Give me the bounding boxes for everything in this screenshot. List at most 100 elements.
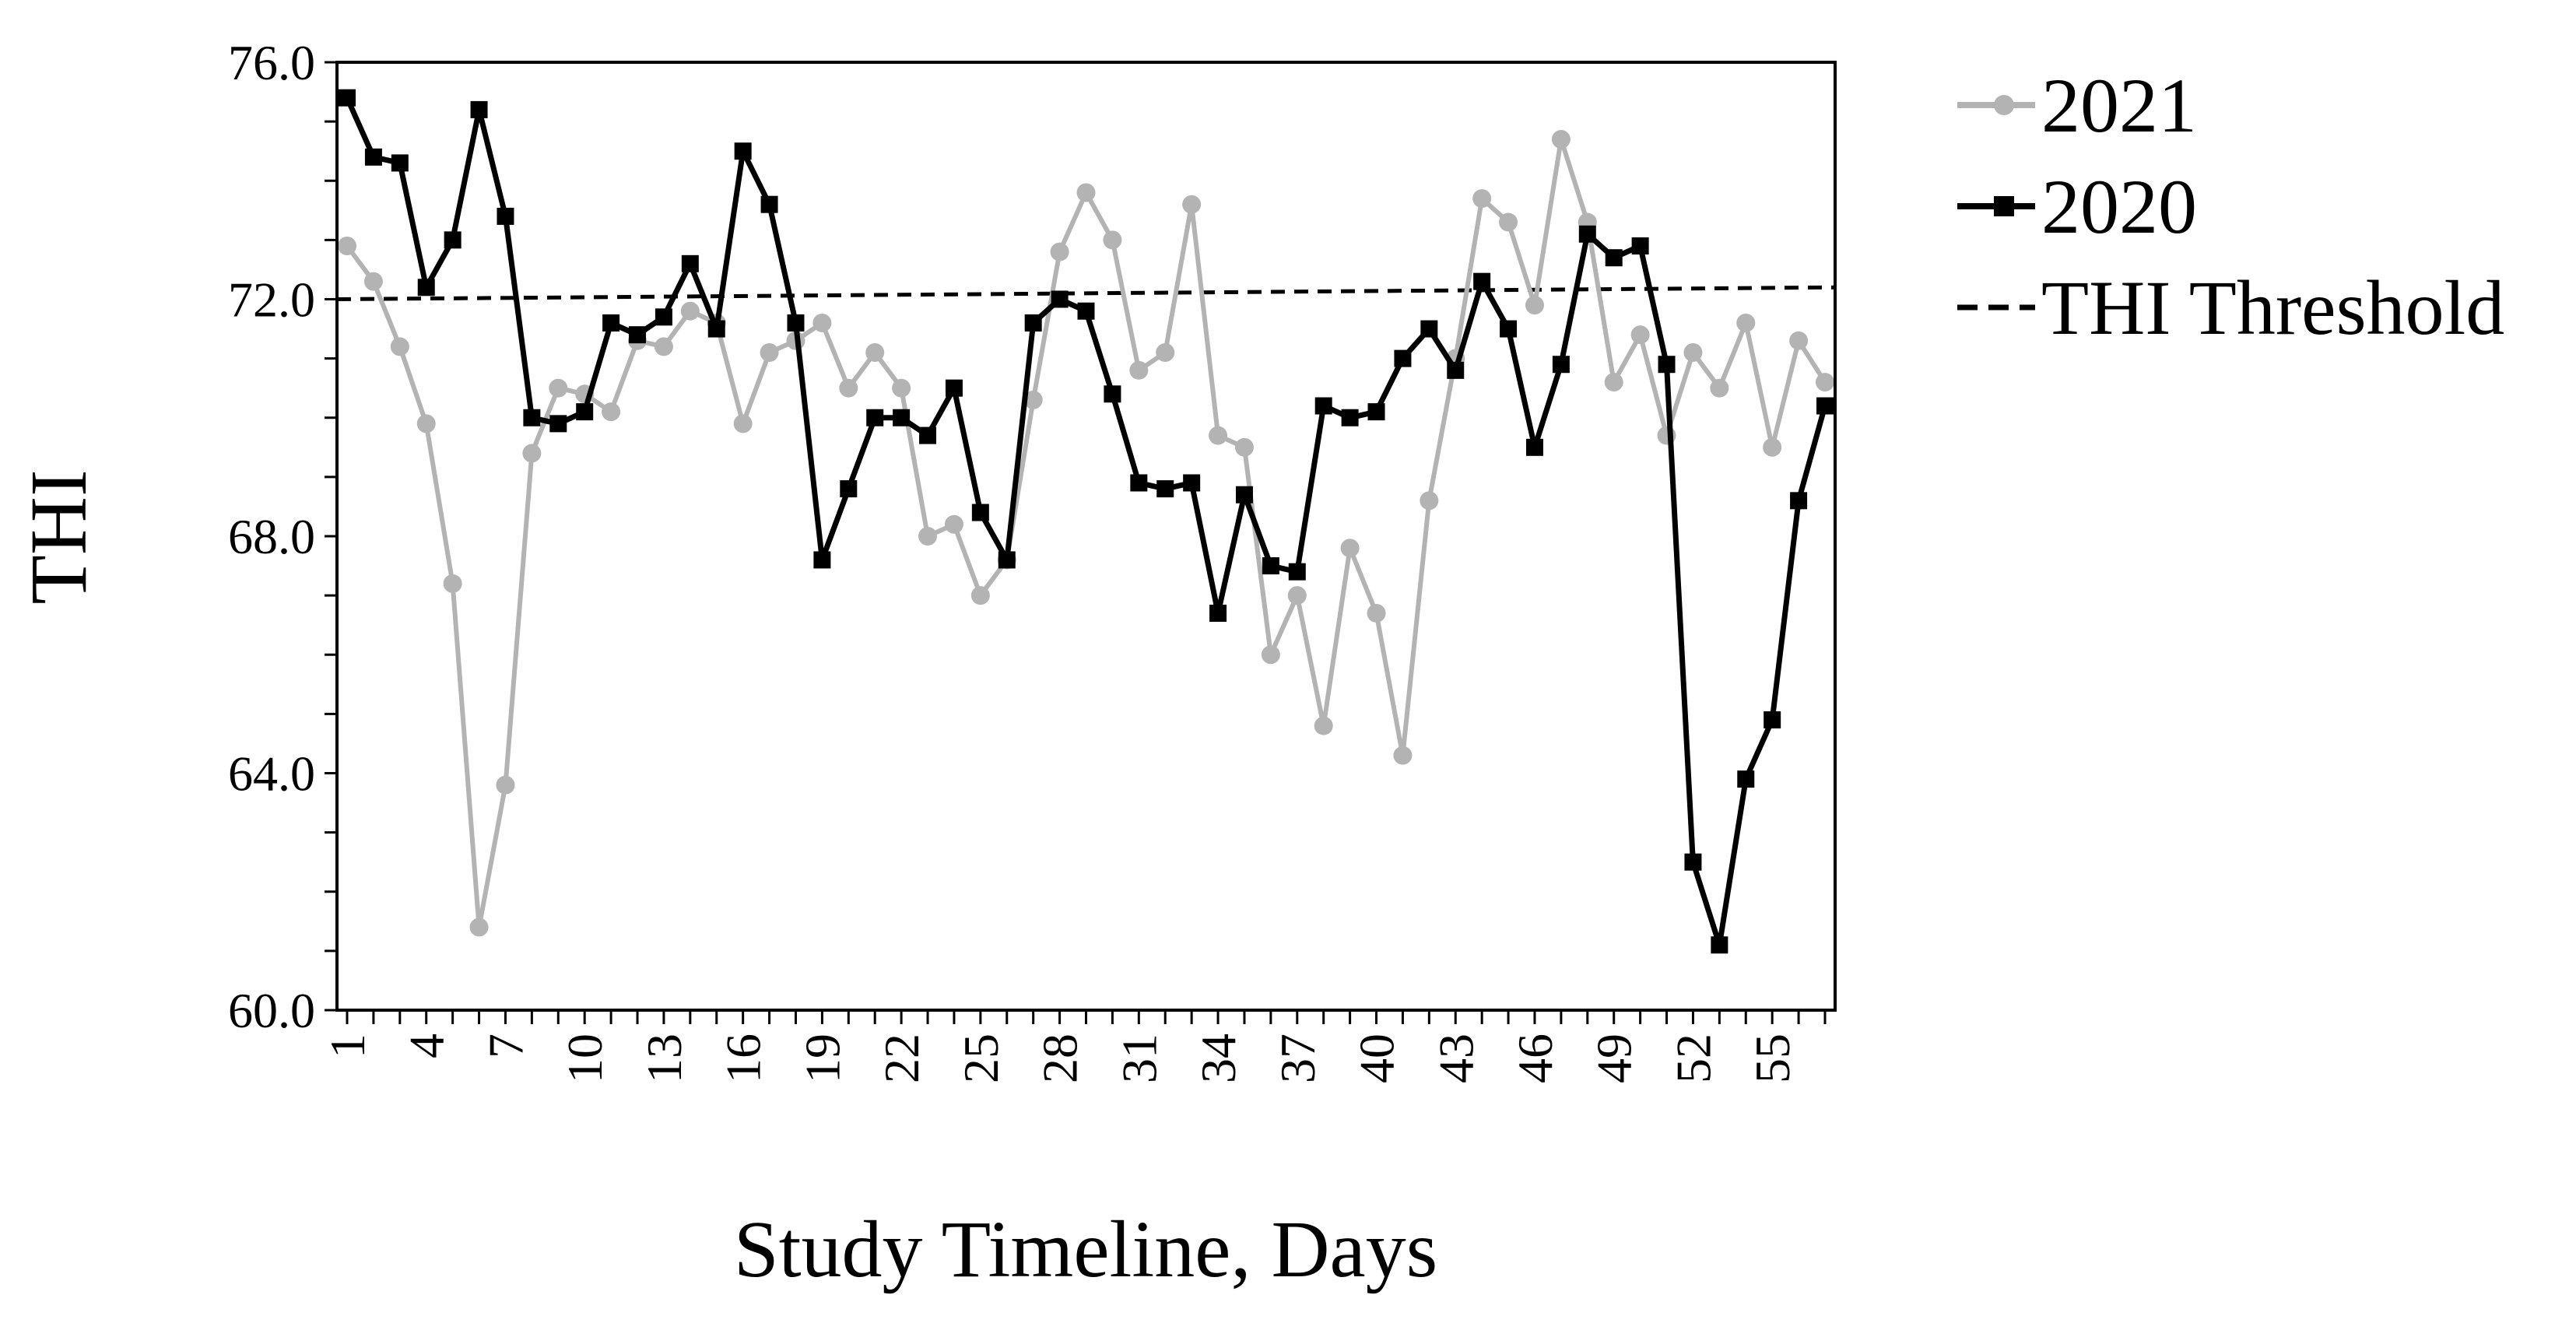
y-tick-label: 76.0 (228, 35, 315, 90)
series-2020-point (1500, 320, 1518, 338)
series-2021-point (918, 527, 938, 546)
series-2020-point (1790, 492, 1808, 510)
series-2020-point (787, 314, 805, 332)
series-2020-point (813, 551, 831, 569)
legend-label: 2020 (2041, 163, 2197, 250)
y-axis-title: THI (14, 469, 104, 604)
legend-entry-threshold: THI Threshold (1957, 265, 2504, 351)
series-2020-point (1631, 237, 1649, 254)
y-tick-label: 64.0 (228, 746, 315, 802)
series-2020-point (470, 100, 488, 118)
series-2021-point (1604, 373, 1623, 392)
series-2021-point (338, 236, 356, 255)
series-2021-point (733, 414, 753, 433)
series-2020-point (339, 89, 356, 107)
x-tick-label: 16 (716, 1033, 771, 1083)
series-2020-point (1473, 272, 1491, 290)
x-tick-label: 4 (399, 1033, 454, 1058)
series-2021-point (1763, 437, 1782, 457)
series-2020-point (497, 207, 514, 225)
series-2020-point (1367, 403, 1385, 421)
series-2021-point (363, 272, 383, 291)
series-2020-point (1578, 225, 1596, 243)
x-tick-label: 52 (1665, 1033, 1721, 1083)
x-tick-label: 22 (874, 1033, 929, 1083)
plot-frame (335, 61, 1837, 1012)
series-2020-point (1525, 438, 1543, 456)
series-2020-point (655, 308, 672, 326)
series-2021-point (944, 514, 963, 534)
series-2020-point (1394, 349, 1412, 367)
x-tick-label: 25 (953, 1033, 1009, 1083)
threshold-layer (336, 285, 1836, 301)
series-2020-point (1235, 486, 1253, 504)
legend-marker (1994, 95, 2014, 115)
series-2020-point (1209, 604, 1227, 622)
series-2020-line (344, 97, 1828, 948)
x-tick-label: 46 (1507, 1033, 1563, 1083)
series-2020-point (1314, 397, 1332, 415)
series-2020-point (971, 504, 989, 521)
series-2020-point (1737, 770, 1755, 788)
series-2021-point (1129, 360, 1149, 380)
y-tick-label: 60.0 (228, 983, 315, 1038)
x-tick-label: 40 (1349, 1033, 1405, 1083)
series-2020-point (1420, 320, 1438, 338)
threshold-line (336, 285, 1836, 301)
series-2020-point (417, 279, 435, 297)
series-2021-point (1551, 129, 1571, 149)
series-2020-point (1605, 249, 1623, 267)
series-2021-point (1499, 212, 1518, 232)
series-2020-point (1447, 361, 1465, 379)
series-2021-point (1050, 242, 1069, 261)
series-2021-point (1261, 645, 1280, 665)
axes-layer: 60.0 64.0 68.0 72.0 76.0 1 4 7 10 13 16 19 22 25 28 31 3… (228, 35, 1837, 1083)
series-2021-point (1393, 746, 1413, 765)
series-2020-point (760, 195, 778, 213)
series-2021-point (390, 337, 409, 356)
series-2020-point (840, 480, 858, 498)
series-2020-point (945, 379, 963, 397)
series-2020-point (364, 148, 382, 166)
series-2021-point (1340, 539, 1360, 558)
series-2021-point (970, 586, 990, 605)
series-2021-point (1314, 716, 1333, 735)
series-2021-point (1630, 325, 1650, 345)
series-2020-point (707, 320, 725, 338)
series-2021-point (469, 918, 489, 937)
legend-label: 2021 (2041, 62, 2197, 149)
series-2021-point (522, 444, 542, 463)
series-2020-point (444, 231, 462, 249)
x-tick-label: 43 (1428, 1033, 1483, 1083)
series-2021-point (865, 343, 885, 363)
y-tick-label: 72.0 (228, 272, 315, 328)
series-2021-point (1023, 390, 1043, 409)
series-2021-point (549, 378, 568, 398)
series-2021-point (760, 343, 779, 363)
series-layer (338, 89, 1834, 954)
series-2020-point (1156, 480, 1174, 498)
x-tick-label: 31 (1111, 1033, 1167, 1083)
series-2021-point (892, 378, 911, 398)
series-2021-point (1156, 343, 1175, 363)
x-tick-label: 19 (795, 1033, 850, 1083)
series-2020-point (602, 314, 620, 332)
series-2021-point (1525, 296, 1544, 315)
series-2020-point (1288, 563, 1306, 581)
series-2020-point (1051, 290, 1069, 308)
series-2021-point (812, 313, 832, 332)
series-2021-point (1710, 378, 1729, 398)
series-2021-point (1076, 183, 1096, 202)
series-2020-point (523, 409, 541, 426)
series-2021-line (345, 137, 1827, 930)
series-2020-point (1183, 474, 1201, 492)
series-2020-point (681, 254, 699, 272)
legend-label: THI Threshold (2041, 265, 2504, 351)
series-2021-point (496, 775, 515, 795)
series-2021-point (1367, 603, 1386, 623)
legend-marker (1994, 196, 2014, 216)
series-2020-point (1552, 356, 1570, 374)
series-2020-point (1764, 711, 1781, 728)
series-2020-point (1341, 409, 1359, 426)
